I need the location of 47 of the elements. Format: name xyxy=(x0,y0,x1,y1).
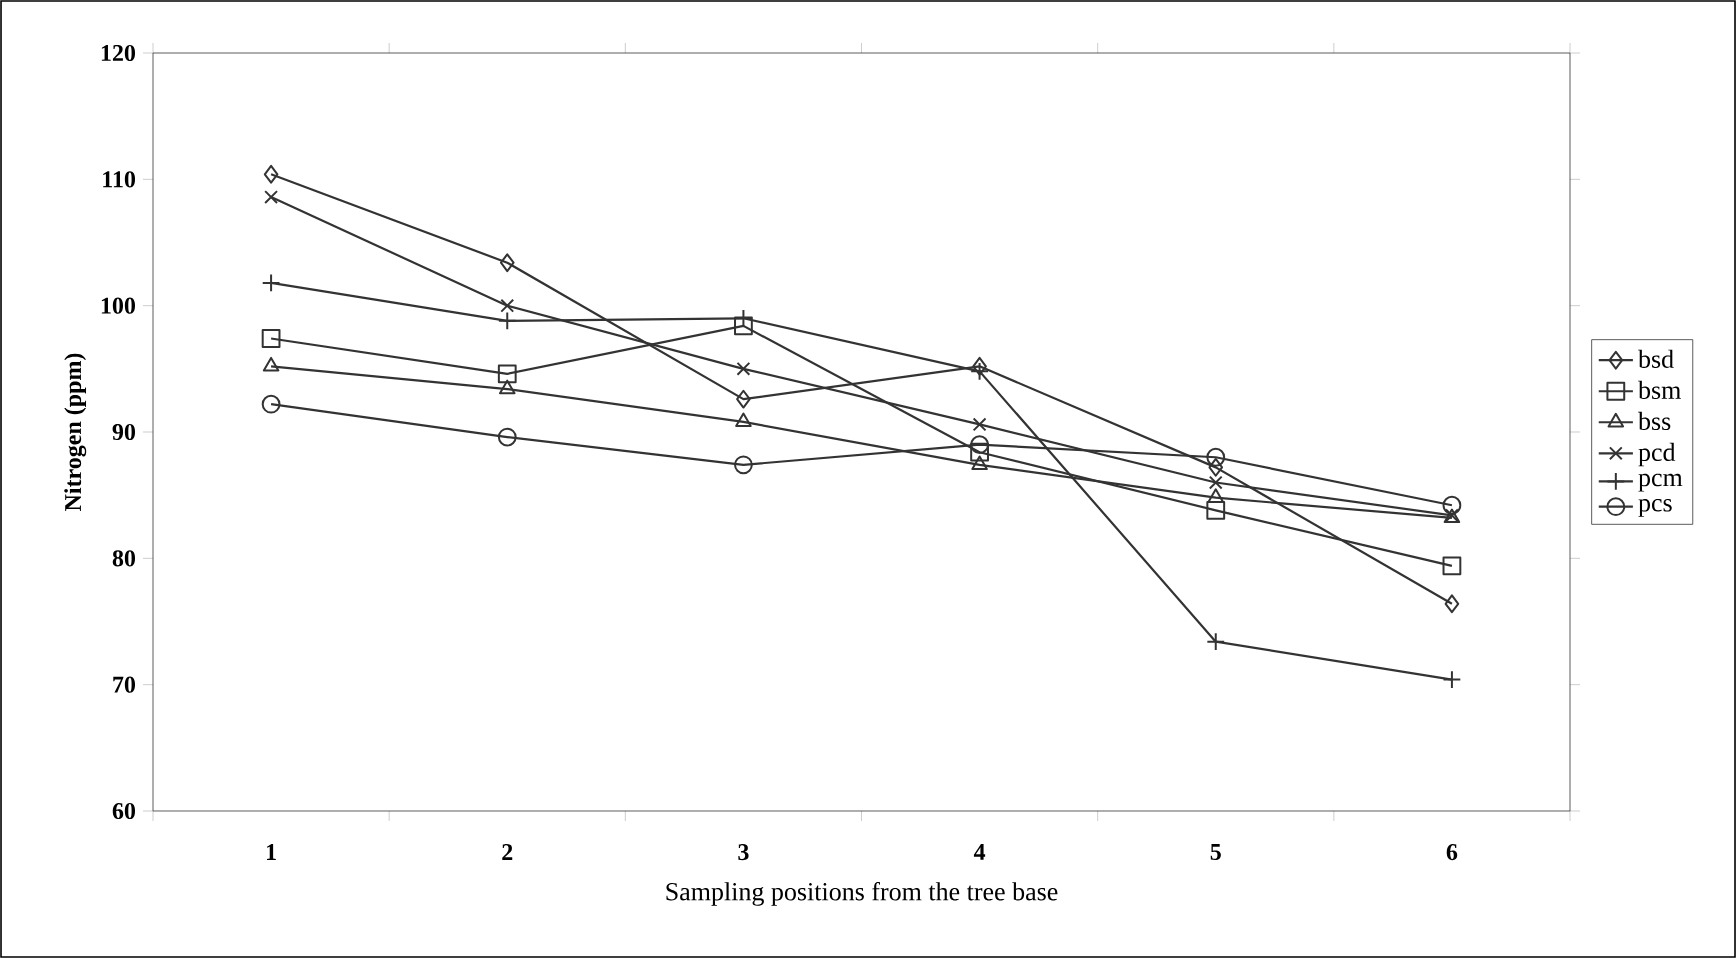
point xyxy=(736,361,751,376)
point xyxy=(498,379,516,395)
point xyxy=(497,427,517,447)
point xyxy=(261,329,281,348)
legend-label: pcd xyxy=(1638,442,1676,467)
point xyxy=(735,412,752,428)
y-axis-title: Nitrogen (ppm) xyxy=(64,353,87,511)
x-tick-label: 3 xyxy=(738,844,749,861)
y-tick-label: 70 xyxy=(113,676,136,693)
point xyxy=(1442,495,1462,515)
y-tick-label: 60 xyxy=(112,802,136,820)
point xyxy=(972,417,987,432)
point xyxy=(1206,500,1226,520)
point xyxy=(734,316,753,336)
x-tick-label: 6 xyxy=(1446,844,1458,861)
point xyxy=(500,298,515,313)
point xyxy=(497,364,517,384)
point xyxy=(972,356,987,376)
point xyxy=(261,394,281,414)
legend-label: bss xyxy=(1638,411,1671,431)
point xyxy=(1444,594,1460,614)
y-tick-label: 120 xyxy=(101,44,136,62)
y-tick-label: 100 xyxy=(101,297,136,314)
point xyxy=(1206,447,1226,467)
point xyxy=(734,455,753,475)
y-tick-label: 90 xyxy=(112,423,136,441)
point xyxy=(263,164,279,184)
legend-label: bsm xyxy=(1638,380,1681,399)
x-tick-label: 5 xyxy=(1210,844,1221,860)
y-tick-label: 80 xyxy=(112,550,136,567)
point xyxy=(736,389,751,409)
legend-label: bsd xyxy=(1638,349,1674,368)
point xyxy=(970,435,989,455)
x-tick-label: 2 xyxy=(502,844,513,860)
point xyxy=(971,455,988,471)
point xyxy=(1208,475,1223,490)
point xyxy=(970,442,989,462)
legend-label: pcs xyxy=(1638,499,1672,517)
y-tick-label: 110 xyxy=(103,171,136,188)
point xyxy=(1442,556,1462,576)
legend-label: pcm xyxy=(1638,473,1683,492)
point xyxy=(499,253,515,273)
x-tick-label: 1 xyxy=(267,844,276,860)
x-tick-label: 4 xyxy=(973,844,986,860)
x-axis-title: Sampling positions from the tree base xyxy=(666,881,1058,906)
point xyxy=(1208,457,1224,477)
point xyxy=(264,190,279,204)
